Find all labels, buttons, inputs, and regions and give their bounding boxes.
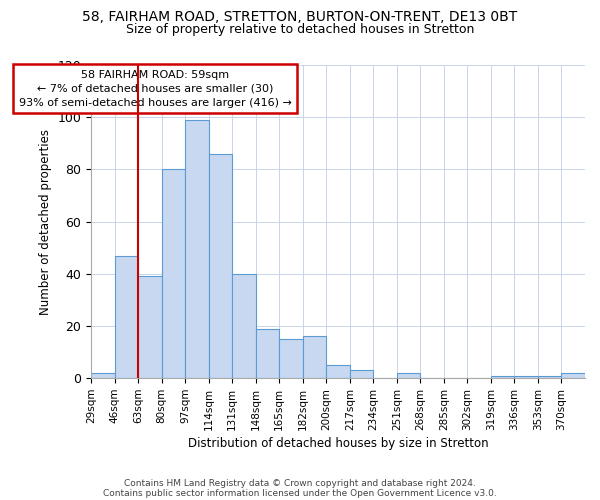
Bar xyxy=(350,370,373,378)
Text: Size of property relative to detached houses in Stretton: Size of property relative to detached ho… xyxy=(126,22,474,36)
X-axis label: Distribution of detached houses by size in Stretton: Distribution of detached houses by size … xyxy=(188,437,488,450)
Bar xyxy=(326,365,350,378)
Bar xyxy=(256,328,279,378)
Text: 58, FAIRHAM ROAD, STRETTON, BURTON-ON-TRENT, DE13 0BT: 58, FAIRHAM ROAD, STRETTON, BURTON-ON-TR… xyxy=(82,10,518,24)
Bar xyxy=(491,376,514,378)
Bar xyxy=(538,376,562,378)
Text: Contains HM Land Registry data © Crown copyright and database right 2024.: Contains HM Land Registry data © Crown c… xyxy=(124,478,476,488)
Bar xyxy=(91,373,115,378)
Y-axis label: Number of detached properties: Number of detached properties xyxy=(39,128,52,314)
Bar xyxy=(115,256,138,378)
Bar xyxy=(397,373,421,378)
Bar xyxy=(303,336,326,378)
Bar xyxy=(279,339,303,378)
Bar xyxy=(209,154,232,378)
Bar xyxy=(161,170,185,378)
Text: Contains public sector information licensed under the Open Government Licence v3: Contains public sector information licen… xyxy=(103,488,497,498)
Bar xyxy=(185,120,209,378)
Bar xyxy=(514,376,538,378)
Text: 58 FAIRHAM ROAD: 59sqm
← 7% of detached houses are smaller (30)
93% of semi-deta: 58 FAIRHAM ROAD: 59sqm ← 7% of detached … xyxy=(19,70,292,108)
Bar xyxy=(232,274,256,378)
Bar xyxy=(562,373,585,378)
Bar xyxy=(138,276,161,378)
